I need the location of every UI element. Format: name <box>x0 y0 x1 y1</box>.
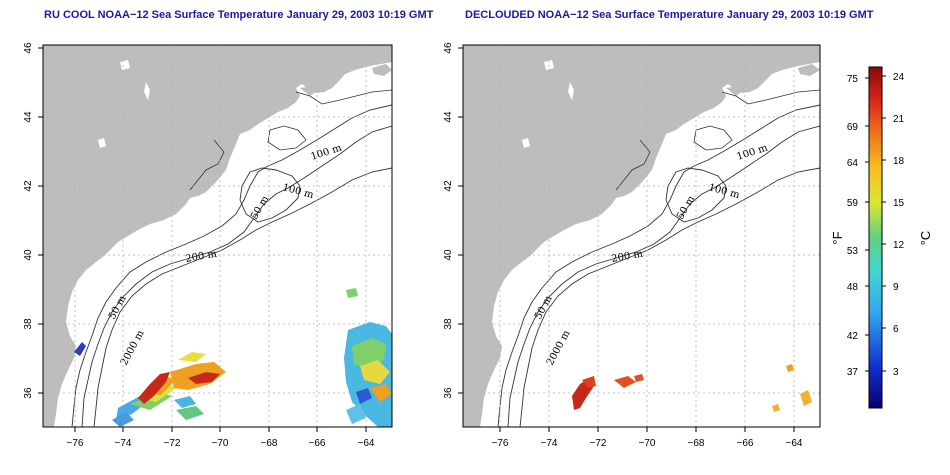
lon-tick-label: −66 <box>737 438 754 449</box>
sst-data-patches <box>74 288 392 427</box>
contour-label: 100 m <box>310 142 344 162</box>
lat-tick-label: 36 <box>443 387 454 399</box>
bathymetry-contour-detail <box>189 139 225 191</box>
lat-tick-label: 36 <box>23 387 34 399</box>
lon-tick-label: −68 <box>261 438 278 449</box>
fahrenheit-tick-label: 48 <box>847 282 859 293</box>
left-map-title: RU COOL NOAA−12 Sea Surface Temperature … <box>44 9 434 21</box>
lat-tick-label: 42 <box>443 180 454 192</box>
lon-tick-label: −70 <box>639 438 656 449</box>
contour-label: 200 m <box>185 249 219 265</box>
celsius-tick-label: 12 <box>893 240 905 251</box>
contour-label: 200 m <box>611 249 645 265</box>
lon-tick-label: −72 <box>164 438 181 449</box>
right-map-title: DECLOUDED NOAA−12 Sea Surface Temperatur… <box>465 9 874 21</box>
lake <box>522 138 530 148</box>
sst-data-patches <box>572 364 812 412</box>
bathymetry-contour-detail <box>721 89 820 105</box>
celsius-tick-label: 6 <box>893 324 899 335</box>
graticule <box>463 45 820 427</box>
lake <box>144 82 150 100</box>
bathymetry-contour-100m <box>497 104 820 427</box>
lat-tick-label: 42 <box>23 180 34 192</box>
lon-tick-label: −68 <box>688 438 705 449</box>
fahrenheit-unit-label: °F <box>830 231 845 244</box>
lon-tick-label: −72 <box>590 438 607 449</box>
graticule <box>43 45 392 427</box>
left-map-frame <box>42 44 393 428</box>
bathymetry-contour-50m <box>665 167 727 223</box>
lake <box>568 82 574 100</box>
lake <box>544 60 554 70</box>
fahrenheit-tick-label: 69 <box>847 122 859 133</box>
lat-tick-label: 40 <box>443 249 454 261</box>
contour-label: 50 m <box>533 293 555 321</box>
lon-tick-label: −74 <box>541 438 558 449</box>
bathymetry-contour-2000m <box>519 167 820 427</box>
lat-tick-label: 44 <box>23 111 34 123</box>
celsius-tick-label: 24 <box>893 72 905 83</box>
contour-label: 100 m <box>281 182 315 201</box>
lat-tick-label: 46 <box>23 42 34 54</box>
land-mass <box>463 45 820 427</box>
lat-tick-label: 38 <box>443 318 454 330</box>
lake <box>98 138 106 148</box>
bathymetry-contour-2000m <box>93 167 392 427</box>
lon-tick-label: −70 <box>212 438 229 449</box>
island <box>372 64 392 76</box>
fahrenheit-tick-label: 53 <box>847 246 859 257</box>
fahrenheit-tick-label: 37 <box>847 367 859 378</box>
contour-label: 100 m <box>736 142 770 162</box>
contour-label: 2000 m <box>545 328 573 367</box>
bathymetry-contour-200m <box>507 125 820 427</box>
fahrenheit-tick-label: 64 <box>847 158 859 169</box>
lon-tick-label: −74 <box>115 438 132 449</box>
celsius-tick-label: 9 <box>893 282 899 293</box>
celsius-tick-label: 3 <box>893 367 899 378</box>
lat-tick-label: 38 <box>23 318 34 330</box>
celsius-tick-label: 15 <box>893 198 905 209</box>
lon-tick-label: −66 <box>309 438 326 449</box>
fahrenheit-tick-label: 42 <box>847 331 859 342</box>
contour-label: 2000 m <box>119 328 147 367</box>
bathymetry-contour-100m <box>71 104 392 427</box>
colorbar-gradient <box>868 66 883 409</box>
bathymetry-contour-200m <box>81 125 392 427</box>
lat-tick-label: 44 <box>443 111 454 123</box>
celsius-tick-label: 21 <box>893 114 905 125</box>
fahrenheit-tick-label: 59 <box>847 198 859 209</box>
island <box>726 86 744 96</box>
bathymetry-contour-detail <box>267 125 307 151</box>
island <box>300 86 318 96</box>
celsius-unit-label: °C <box>918 231 933 246</box>
lon-tick-label: −64 <box>358 438 375 449</box>
lat-tick-label: 40 <box>23 249 34 261</box>
bathymetry-contour-detail <box>295 89 392 105</box>
contour-label: 50 m <box>675 194 697 222</box>
lon-tick-label: −76 <box>67 438 84 449</box>
lake <box>120 60 130 70</box>
bathymetry-contour-50m <box>239 167 301 223</box>
celsius-tick-label: 18 <box>893 156 905 167</box>
fahrenheit-tick-label: 75 <box>847 74 859 85</box>
right-map-frame <box>462 44 821 428</box>
land-mass <box>43 45 392 427</box>
lat-tick-label: 46 <box>443 42 454 54</box>
island <box>798 64 820 76</box>
bathymetry-contour-detail <box>693 125 733 151</box>
contour-label: 100 m <box>707 182 741 201</box>
lon-tick-label: −76 <box>492 438 509 449</box>
contour-label: 50 m <box>249 194 271 222</box>
contour-label: 50 m <box>107 293 129 321</box>
bathymetry-contour-detail <box>615 139 651 191</box>
lon-tick-label: −64 <box>786 438 803 449</box>
